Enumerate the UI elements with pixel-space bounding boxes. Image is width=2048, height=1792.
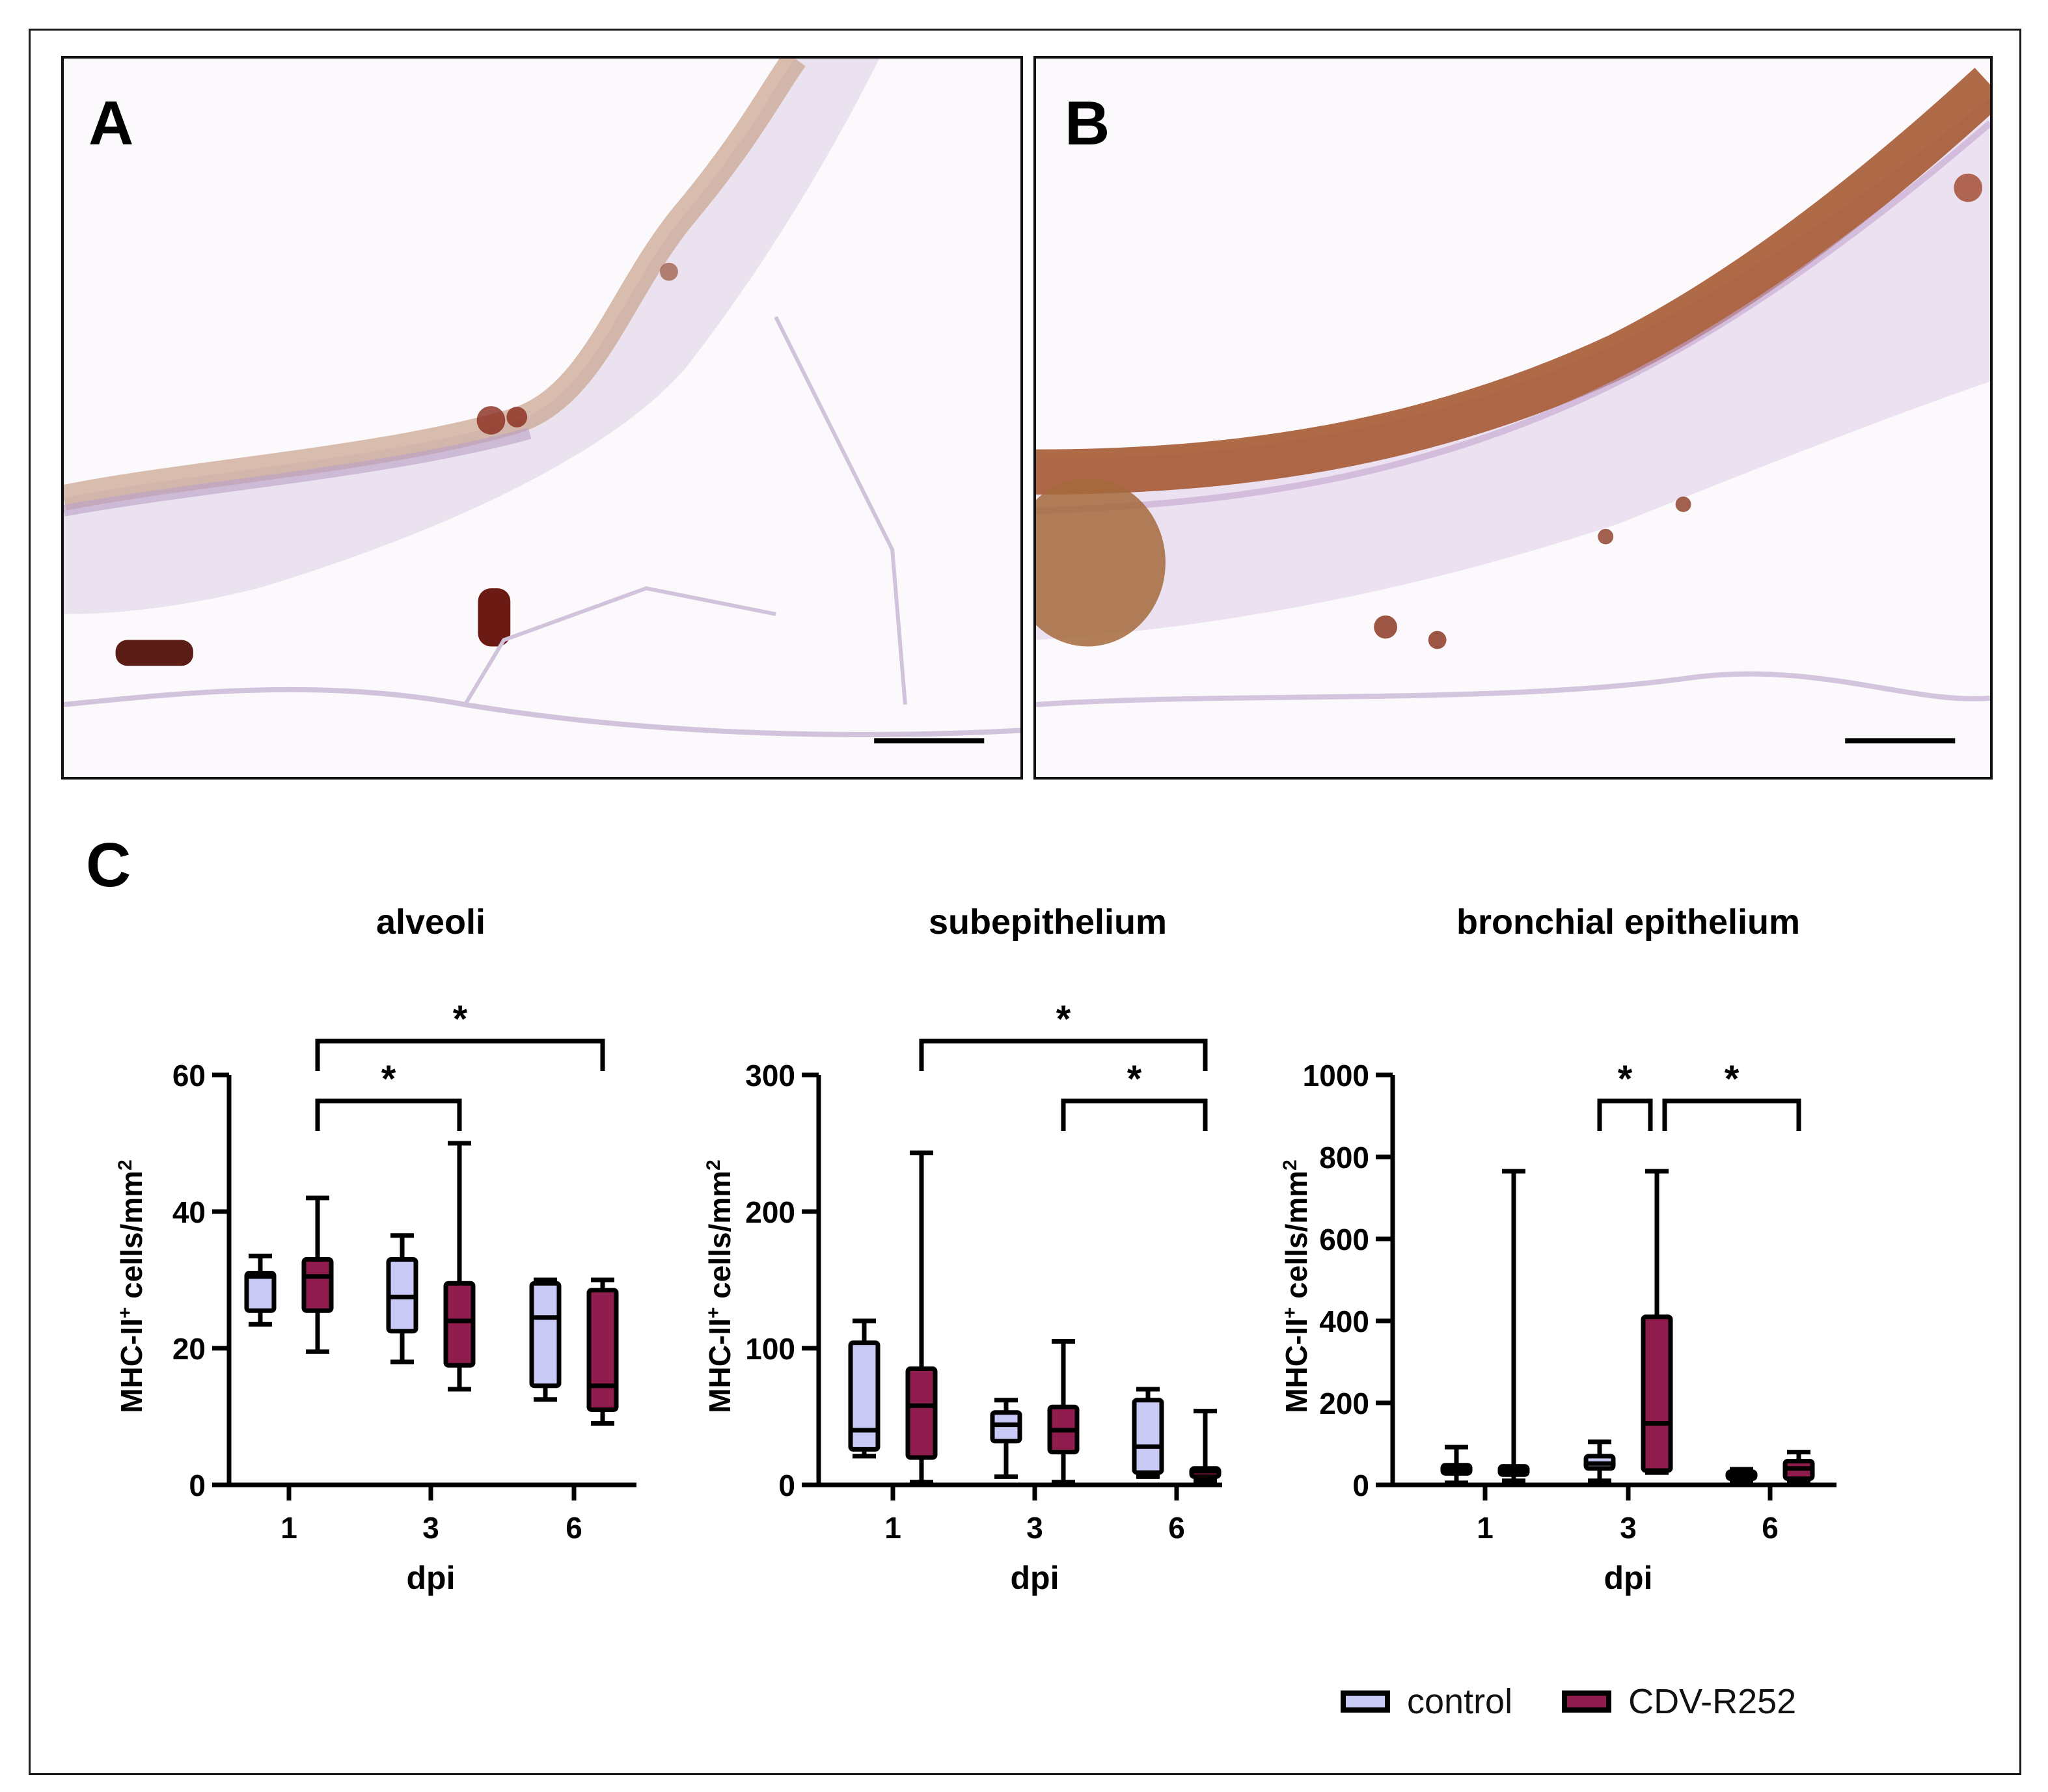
box-control-6 (1132, 1387, 1164, 1479)
y-tick-label: 400 (1319, 1305, 1369, 1338)
y-axis-label: MHC-II+ cells/mm2 (115, 1160, 149, 1413)
x-tick-label: 1 (280, 1511, 297, 1545)
box-control-1 (848, 1318, 881, 1459)
box-body (1132, 1398, 1164, 1475)
box-body (586, 1288, 619, 1412)
significance-bracket: * (315, 998, 605, 1071)
x-tick-label: 3 (422, 1511, 439, 1545)
significance-label: * (1725, 1058, 1740, 1100)
micrograph-a (61, 56, 1023, 780)
micrograph-b-image (1036, 59, 1990, 777)
box-cdv-1 (301, 1195, 334, 1354)
x-tick-label: 1 (884, 1511, 901, 1545)
legend-label-cdv: CDV-R252 (1628, 1682, 1797, 1721)
box-cdv-1 (1497, 1169, 1530, 1484)
chart-title: subepithelium (929, 903, 1167, 942)
panel-label-b: B (1065, 88, 1110, 158)
box-control-3 (1583, 1439, 1616, 1484)
legend-swatch-cdv (1562, 1690, 1612, 1713)
y-axis-label: MHC-II+ cells/mm2 (1279, 1160, 1314, 1413)
micrograph-b (1033, 56, 1993, 780)
box-cdv-3 (443, 1141, 476, 1392)
figure-frame (29, 29, 2021, 1775)
y-tick-label: 0 (189, 1469, 206, 1502)
y-tick-label: 0 (778, 1469, 795, 1502)
x-tick-label: 3 (1620, 1511, 1637, 1545)
significance-label: * (1127, 1058, 1142, 1100)
box-cdv-3 (1641, 1169, 1673, 1475)
box-cdv-6 (1189, 1409, 1222, 1484)
x-axis-label: dpi (407, 1560, 456, 1596)
bracket-line (315, 1098, 462, 1131)
panel-label-a: A (89, 88, 134, 158)
legend: control CDV-R252 (1341, 1669, 1829, 1734)
significance-bracket: * (1662, 1058, 1801, 1131)
significance-bracket: * (919, 998, 1208, 1071)
significance-label: * (381, 1058, 396, 1100)
significance-bracket: * (1061, 1058, 1208, 1131)
chart-alveoli: alveoli 0 20 40 60 MHC-II+ cells/mm2 1 3 6 dpi * * (115, 903, 636, 1596)
x-tick-label: 3 (1026, 1511, 1043, 1545)
box-body (244, 1271, 277, 1313)
micrograph-a-image (64, 59, 1020, 777)
x-axis-label: dpi (1011, 1560, 1059, 1596)
y-tick-label: 1000 (1303, 1059, 1369, 1093)
bracket-line (1061, 1098, 1208, 1131)
chart-bronchial-epithelium: bronchial epithelium 0 200 400 600 800 1000 MHC… (1279, 903, 1836, 1596)
y-tick-label: 200 (1319, 1387, 1369, 1420)
box-cdv-6 (1782, 1450, 1815, 1486)
legend-swatch-control (1341, 1690, 1390, 1713)
significance-bracket: * (1597, 1058, 1653, 1131)
y-tick-label: 800 (1319, 1141, 1369, 1174)
box-cdv-1 (905, 1150, 938, 1485)
chart-title: alveoli (376, 903, 485, 942)
x-tick-label: 6 (1168, 1511, 1185, 1545)
significance-label: * (453, 998, 468, 1040)
y-tick-label: 20 (172, 1332, 206, 1366)
x-tick-label: 1 (1477, 1511, 1494, 1545)
box-control-6 (1725, 1467, 1758, 1486)
box-body (905, 1366, 938, 1460)
box-cdv-3 (1047, 1339, 1080, 1485)
chart-title: bronchial epithelium (1456, 903, 1800, 942)
box-body (848, 1340, 881, 1452)
box-cdv-6 (586, 1277, 619, 1426)
box-body (1641, 1314, 1673, 1473)
box-body (529, 1281, 562, 1389)
y-tick-label: 200 (745, 1195, 795, 1229)
box-control-3 (990, 1398, 1022, 1479)
x-tick-label: 6 (1762, 1511, 1779, 1545)
significance-bracket: * (315, 1058, 462, 1131)
bracket-line (315, 1039, 605, 1071)
x-axis-label: dpi (1604, 1560, 1653, 1596)
y-tick-label: 40 (172, 1195, 206, 1229)
y-tick-label: 600 (1319, 1223, 1369, 1256)
box-body (443, 1281, 476, 1368)
legend-label-control: control (1407, 1682, 1513, 1721)
panel-label-c: C (86, 830, 131, 900)
box-control-1 (244, 1253, 277, 1327)
significance-label: * (1618, 1058, 1633, 1100)
significance-label: * (1056, 998, 1071, 1040)
y-tick-label: 300 (745, 1059, 795, 1093)
y-tick-label: 60 (172, 1059, 206, 1093)
chart-subepithelium: subepithelium 0 100 200 300 MHC-II+ cells/mm2… (703, 903, 1222, 1596)
bracket-line (919, 1039, 1208, 1071)
box-control-6 (529, 1277, 562, 1402)
box-control-1 (1440, 1445, 1473, 1486)
y-tick-label: 0 (1352, 1469, 1369, 1502)
bracket-line (1597, 1098, 1653, 1131)
box-body (301, 1257, 334, 1313)
box-control-3 (386, 1233, 418, 1364)
y-tick-label: 100 (745, 1332, 795, 1366)
y-axis-label: MHC-II+ cells/mm2 (703, 1160, 737, 1413)
bracket-line (1662, 1098, 1801, 1131)
x-tick-label: 6 (566, 1511, 582, 1545)
